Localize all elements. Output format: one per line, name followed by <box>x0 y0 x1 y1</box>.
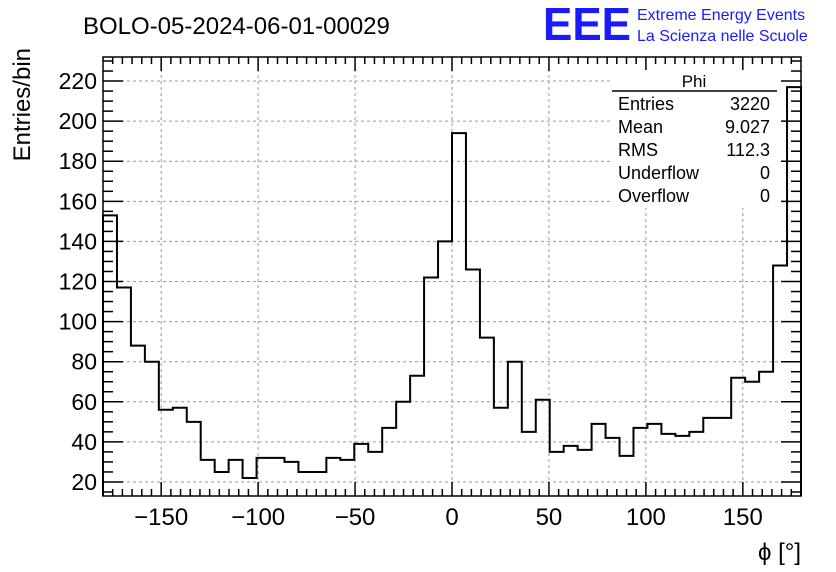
x-tick-label: 100 <box>626 504 666 531</box>
y-axis-label: Entries/bin <box>9 48 36 161</box>
x-tick-label: −150 <box>134 504 188 531</box>
stats-row-value: 0 <box>760 186 770 206</box>
x-tick-label: −50 <box>335 504 376 531</box>
axis-ticks <box>103 57 801 496</box>
stats-row-label: Mean <box>618 117 663 137</box>
x-tick-label: 0 <box>445 504 458 531</box>
x-axis-label: ϕ [°] <box>758 539 801 566</box>
stats-row-label: Overflow <box>618 186 690 206</box>
eee-logo-line2: La Scienza nelle Scuole <box>637 28 808 45</box>
stats-row-value: 0 <box>760 163 770 183</box>
stats-row-label: RMS <box>618 140 658 160</box>
eee-logo-line1: Extreme Energy Events <box>637 7 805 24</box>
y-tick-label: 200 <box>59 108 97 134</box>
x-tick-label: 150 <box>723 504 763 531</box>
y-tick-label: 160 <box>59 188 97 214</box>
stats-row-value: 112.3 <box>726 140 770 160</box>
stats-rows: Entries 3220 Mean 9.027 RMS 112.3 Underflow 0 Ov… <box>618 94 770 206</box>
y-tick-label: 20 <box>71 469 97 495</box>
x-tick-labels: −150 −100 −50 0 50 100 150 <box>134 504 763 531</box>
stats-row-label: Underflow <box>618 163 700 183</box>
stats-row-value: 9.027 <box>725 117 770 137</box>
stats-box: Phi Entries 3220 Mean 9.027 RMS 112.3 Underflo… <box>610 70 778 208</box>
y-tick-label: 40 <box>71 429 97 455</box>
eee-logo-mark: EEE <box>543 0 631 50</box>
stats-row-value: 3220 <box>730 94 770 114</box>
y-tick-label: 180 <box>59 148 97 174</box>
stats-row-label: Entries <box>618 94 674 114</box>
stats-title: Phi <box>682 72 707 91</box>
stats-box-background <box>610 70 778 208</box>
y-tick-label: 60 <box>71 389 97 415</box>
y-tick-label: 120 <box>59 269 97 295</box>
y-tick-label: 140 <box>59 228 97 254</box>
histogram-outline <box>102 86 802 496</box>
y-tick-label: 100 <box>59 309 97 335</box>
y-tick-label: 80 <box>71 349 97 375</box>
y-tick-labels: 20 40 60 80 100 120 140 160 180 200 220 <box>59 68 97 495</box>
x-tick-label: 50 <box>536 504 563 531</box>
y-tick-label: 220 <box>59 68 97 94</box>
x-tick-label: −100 <box>231 504 285 531</box>
chart-title: BOLO-05-2024-06-01-00029 <box>83 13 390 40</box>
